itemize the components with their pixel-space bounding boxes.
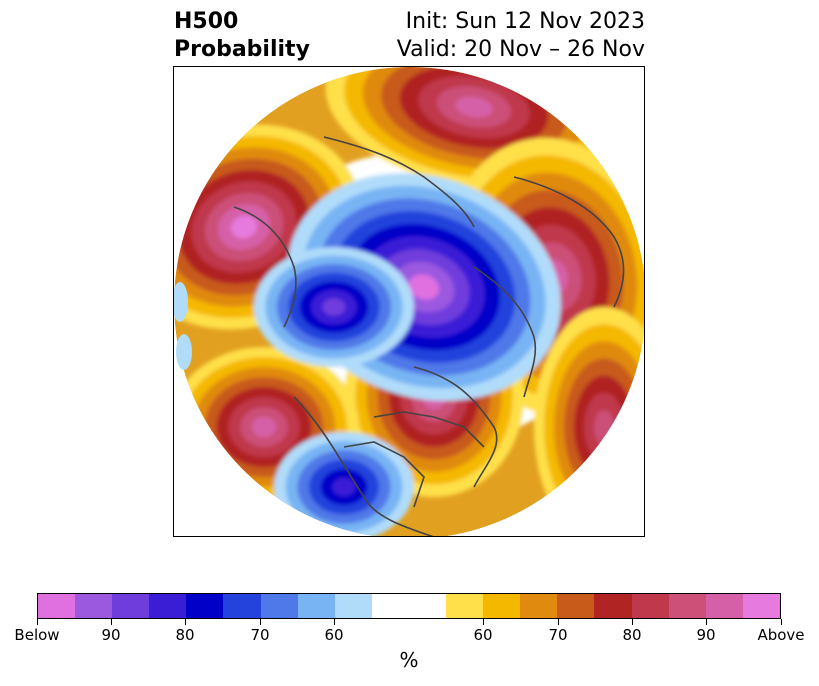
edge-patch	[174, 282, 188, 322]
colorbar-tick	[780, 619, 782, 625]
colorbar-tick-label: 90	[696, 626, 716, 644]
colorbar-segment	[520, 594, 558, 618]
colorbar-tick-label: 60	[324, 626, 344, 644]
colorbar-segment	[371, 594, 409, 618]
valid-range: Valid: 20 Nov – 26 Nov	[396, 37, 645, 62]
chart-title-left: H500 Probability	[174, 8, 310, 64]
colorbar-segment	[705, 594, 743, 618]
colorbar-segment	[557, 594, 595, 618]
contour-level	[455, 96, 493, 118]
colorbar-tick	[184, 619, 186, 625]
colorbar-segment	[742, 594, 780, 618]
coastline	[413, 366, 498, 488]
colorbar-segment	[668, 594, 706, 618]
edge-patch	[176, 334, 192, 370]
colorbar-tick-label: 70	[548, 626, 568, 644]
colorbar-segment	[112, 594, 150, 618]
coastline	[233, 206, 297, 328]
map-panel	[173, 66, 645, 537]
colorbar-tick	[631, 619, 633, 625]
anomaly-below-southwest-us	[274, 432, 414, 536]
colorbar-tick	[36, 619, 38, 625]
colorbar-tick-label: 90	[101, 626, 121, 644]
colorbar-segment	[594, 594, 632, 618]
colorbar-tick	[705, 619, 707, 625]
coastline	[293, 396, 435, 536]
colorbar-segment	[38, 594, 76, 618]
title-field: Probability	[174, 37, 310, 62]
colorbar-segment	[631, 594, 669, 618]
colorbar	[37, 593, 781, 619]
colorbar-segment	[297, 594, 335, 618]
contour-level	[408, 274, 440, 300]
coastline	[473, 266, 537, 398]
colorbar-tick-label: Below	[14, 626, 60, 644]
globe-mask	[174, 67, 644, 536]
coastline	[513, 176, 625, 308]
coastline	[323, 136, 475, 228]
colorbar-tick-label: 60	[473, 626, 493, 644]
polar-map	[174, 67, 644, 536]
contour-level	[252, 417, 276, 437]
colorbar-tick-label: Above	[757, 626, 805, 644]
colorbar-tick-label: 80	[175, 626, 195, 644]
globe	[174, 67, 644, 536]
colorbar-tick	[259, 619, 261, 625]
contour-level	[322, 298, 346, 316]
init-date: Init: Sun 12 Nov 2023	[405, 9, 645, 34]
colorbar-unit: %	[399, 648, 419, 672]
colorbar-segment	[260, 594, 298, 618]
colorbar-segment	[334, 594, 372, 618]
colorbar-tick	[482, 619, 484, 625]
colorbar-segment	[446, 594, 484, 618]
colorbar-segment	[149, 594, 187, 618]
colorbar-tick	[557, 619, 559, 625]
colorbar-segment	[223, 594, 261, 618]
coastline	[373, 411, 485, 448]
chart-title-right: Init: Sun 12 Nov 2023 Valid: 20 Nov – 26…	[397, 8, 645, 64]
colorbar-tick	[333, 619, 335, 625]
colorbar-tick	[110, 619, 112, 625]
colorbar-segment	[75, 594, 113, 618]
contour-level	[230, 215, 258, 239]
anomaly-below-east-siberia	[254, 247, 414, 367]
colorbar-tick-label: 80	[622, 626, 642, 644]
colorbar-segment	[186, 594, 224, 618]
colorbar-tick-label: 70	[250, 626, 270, 644]
coastline	[343, 441, 425, 508]
colorbar-segment	[408, 594, 447, 618]
contour-level	[332, 477, 356, 497]
title-variable: H500	[174, 9, 239, 34]
colorbar-segment	[483, 594, 521, 618]
